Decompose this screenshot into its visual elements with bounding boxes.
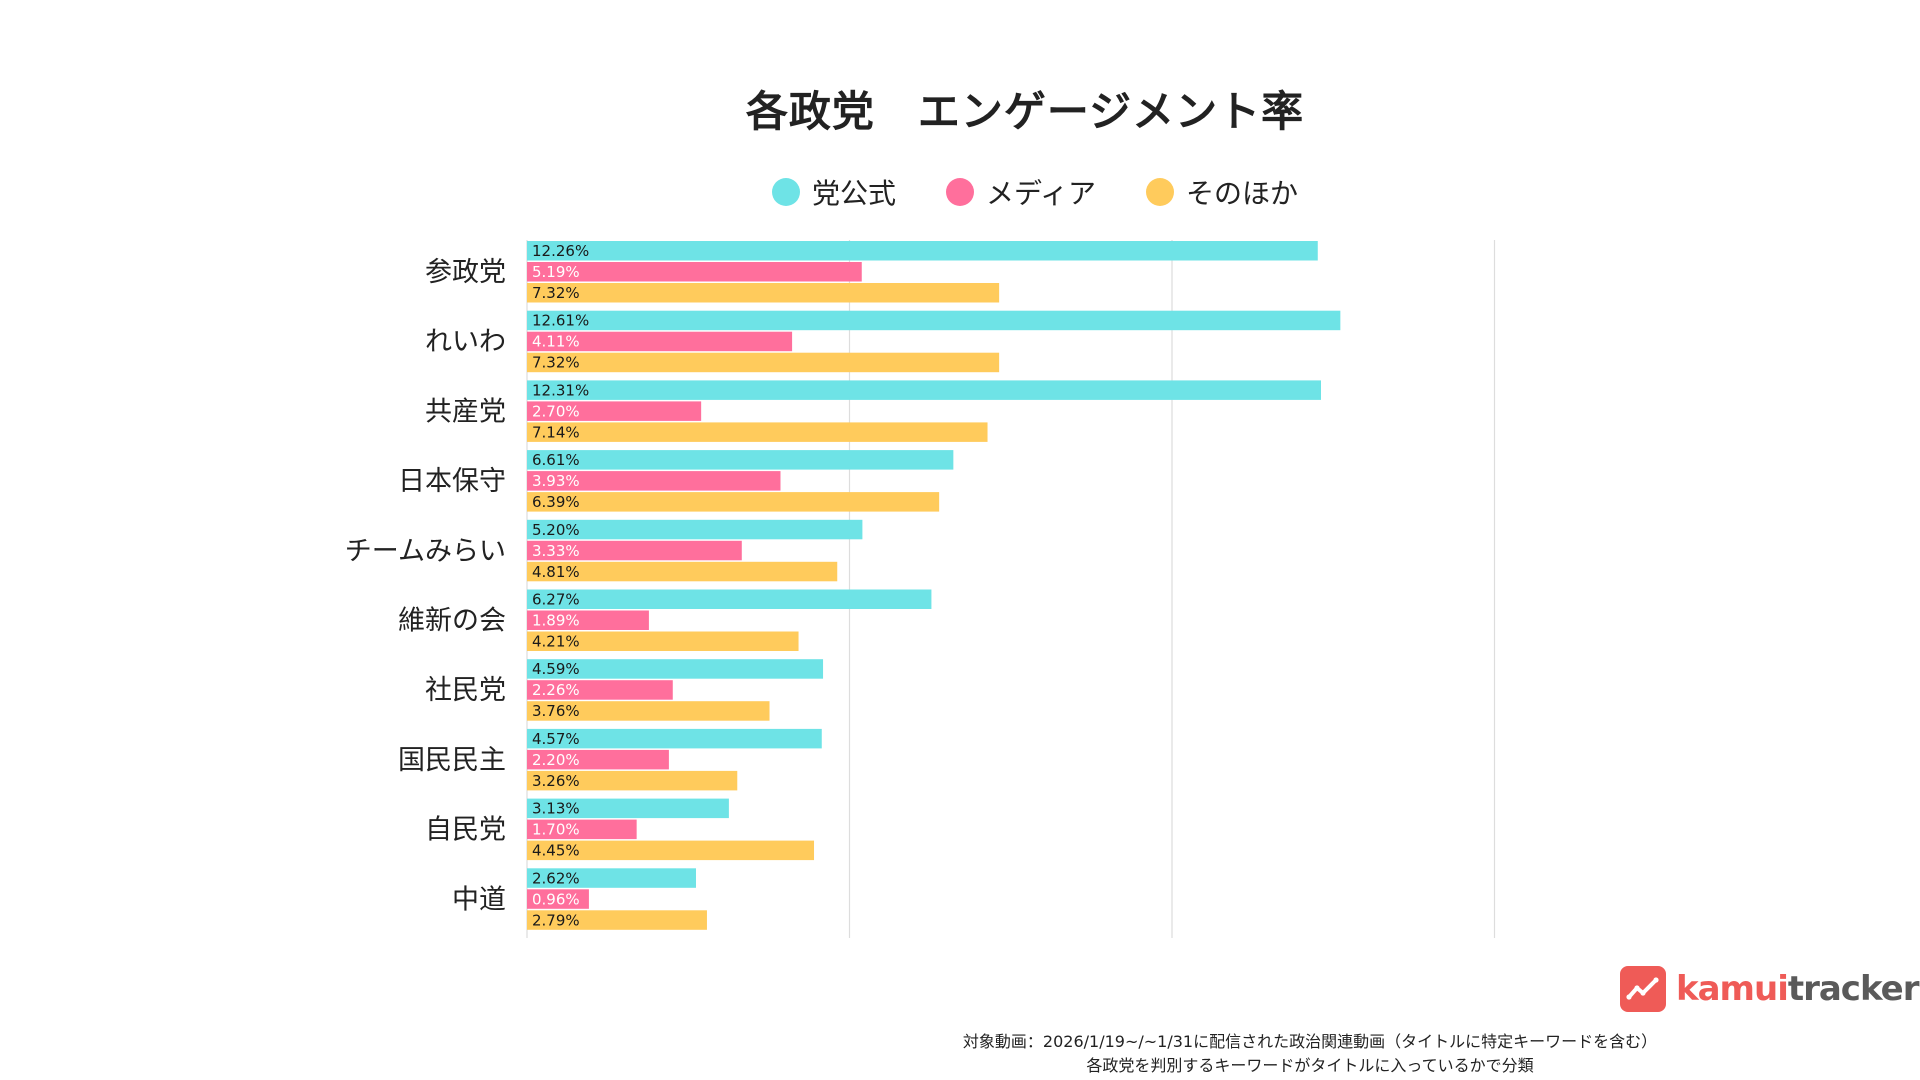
bar-6-0 [527, 659, 824, 679]
category-label-1: れいわ [425, 327, 506, 358]
bar-3-2 [527, 492, 940, 512]
legend-item-party-official: 党公式 [771, 172, 896, 212]
bar-label-1-1: 4.11% [532, 333, 580, 351]
bar-3-0 [527, 450, 954, 470]
bar-label-5-2: 4.21% [532, 633, 580, 651]
chart-title: 各政党 エンゲージメント率 [745, 87, 1305, 136]
bar-label-8-2: 4.45% [532, 842, 580, 860]
bar-2-1 [527, 401, 702, 421]
bar-label-4-2: 4.81% [532, 563, 580, 581]
bar-label-3-1: 3.93% [532, 472, 580, 490]
bar-label-3-2: 6.39% [532, 493, 580, 511]
bar-label-9-0: 2.62% [532, 869, 580, 887]
footnote-line-2: 各政党を判別するキーワードがタイトルに入っているかで分類 [1086, 1056, 1534, 1075]
bar-label-6-0: 4.59% [532, 660, 580, 678]
bar-4-2 [527, 561, 838, 582]
footnote: 対象動画：2026/1/19~/~1/31に配信された政治関連動画（タイトルに特… [0, 1030, 1920, 1078]
bar-label-9-2: 2.79% [532, 911, 580, 929]
legend-label-others: そのほか [1186, 177, 1299, 210]
bar-label-0-0: 12.26% [532, 242, 589, 260]
category-label-9: 中道 [452, 884, 506, 915]
bar-label-5-0: 6.27% [532, 591, 580, 609]
category-label-6: 社民党 [425, 675, 506, 706]
category-label-3: 日本保守 [398, 466, 506, 497]
category-label-8: 自民党 [425, 815, 506, 846]
bar-6-2 [527, 701, 770, 721]
kamuitracker-logo: kamuitracker [1620, 966, 1919, 1012]
bar-0-1 [527, 262, 862, 282]
bar-9-2 [527, 910, 707, 930]
bar-4-0 [527, 519, 863, 540]
bar-label-2-0: 12.31% [532, 381, 589, 399]
legend-item-media: メディア [945, 172, 1097, 212]
bar-1-2 [527, 352, 1000, 373]
bar-7-0 [527, 728, 822, 749]
logo-wordmark: kamuitracker [1676, 969, 1919, 1009]
bar-label-1-2: 7.32% [532, 354, 580, 372]
bar-5-1 [527, 610, 649, 630]
trend-chart-icon [1620, 966, 1666, 1012]
category-label-4: チームみらい [345, 536, 506, 567]
bar-9-0 [527, 868, 696, 888]
bar-label-2-2: 7.14% [532, 423, 580, 441]
bar-label-4-0: 5.20% [532, 521, 580, 539]
bar-label-7-0: 4.57% [532, 730, 580, 748]
bar-1-1 [527, 331, 793, 352]
bar-label-7-2: 3.26% [532, 772, 580, 790]
category-label-5: 維新の会 [398, 606, 506, 637]
bar-5-0 [527, 589, 932, 609]
bar-3-1 [527, 471, 781, 491]
bar-label-5-1: 1.89% [532, 612, 580, 630]
bar-label-6-1: 2.26% [532, 681, 580, 699]
bar-5-2 [527, 631, 799, 651]
bar-1-0 [527, 310, 1341, 331]
bar-6-1 [527, 680, 673, 700]
legend: 党公式 メディア そのほか [0, 172, 1920, 212]
legend-dot-media [945, 178, 974, 206]
category-label-7: 国民民主 [398, 745, 506, 776]
bar-7-2 [527, 770, 738, 791]
bar-8-0 [527, 798, 729, 819]
legend-label-party-official: 党公式 [811, 177, 896, 210]
bar-label-0-2: 7.32% [532, 284, 580, 302]
legend-dot-party-official [771, 178, 800, 206]
legend-label-media: メディア [985, 177, 1097, 210]
category-label-0: 参政党 [425, 257, 506, 288]
legend-dot-others [1146, 178, 1175, 206]
bar-label-6-2: 3.76% [532, 702, 580, 720]
footnote-line-1: 対象動画：2026/1/19~/~1/31に配信された政治関連動画（タイトルに特… [962, 1032, 1658, 1051]
bar-2-2 [527, 422, 988, 442]
bar-label-3-0: 6.61% [532, 451, 580, 469]
category-label-2: 共産党 [425, 396, 506, 427]
bar-label-8-0: 3.13% [532, 800, 580, 818]
bar-label-7-1: 2.20% [532, 751, 580, 769]
bar-8-2 [527, 840, 815, 861]
bar-2-0 [527, 380, 1321, 400]
bar-9-1 [527, 889, 589, 909]
bar-0-2 [527, 283, 1000, 303]
bar-label-0-1: 5.19% [532, 263, 580, 281]
bar-8-1 [527, 819, 637, 840]
bar-4-1 [527, 540, 742, 561]
bar-label-9-1: 0.96% [532, 890, 580, 908]
legend-item-others: そのほか [1146, 172, 1298, 212]
bar-label-1-0: 12.61% [532, 312, 589, 330]
bar-7-1 [527, 749, 669, 770]
bar-label-4-1: 3.33% [532, 542, 580, 560]
bar-label-8-1: 1.70% [532, 821, 580, 839]
bar-0-0 [527, 241, 1318, 261]
bar-label-2-1: 2.70% [532, 402, 580, 420]
